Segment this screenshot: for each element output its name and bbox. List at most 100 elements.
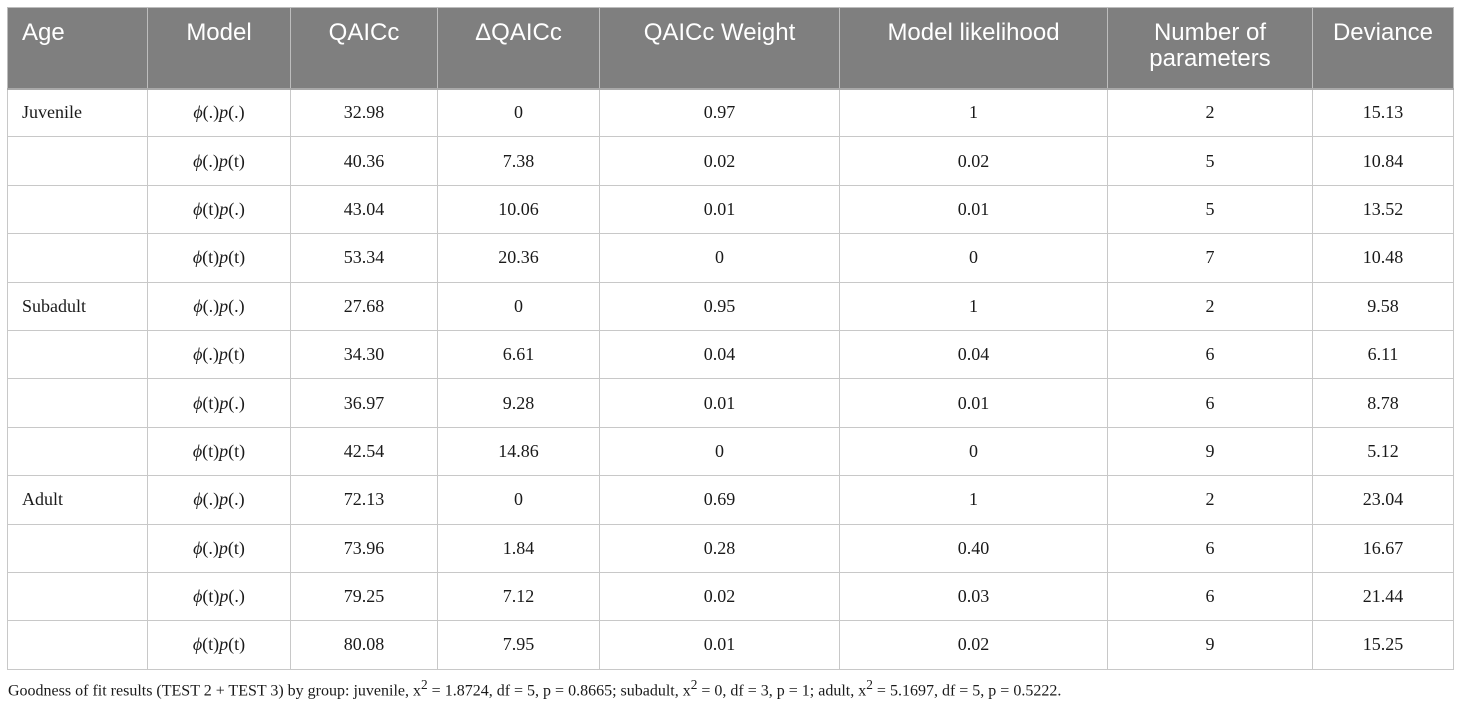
qaicc-weight-cell: 0.01 [599, 378, 840, 428]
phi-symbol: ϕ [193, 344, 203, 365]
results-table-container: Age Model QAICc ΔQAICc QAICc Weight Mode… [7, 7, 1454, 670]
p-symbol: p [218, 344, 228, 365]
p-symbol: p [219, 295, 229, 316]
age-cell: Adult [7, 475, 148, 525]
number-of-parameters-cell: 5 [1107, 136, 1313, 186]
header-number-of-parameters: Number of parameters [1107, 7, 1313, 89]
qaicc-weight-cell: 0.97 [599, 87, 840, 138]
delta-qaicc-cell: 7.38 [437, 136, 600, 186]
qaicc-cell: 79.25 [290, 571, 438, 622]
p-argument: (.) [228, 489, 245, 510]
qaicc-cell: 36.97 [290, 378, 438, 428]
model-cell: ϕ(t)p(t) [147, 426, 291, 477]
model-cell: ϕ(.)p(t) [147, 329, 291, 380]
p-symbol: p [219, 392, 229, 413]
number-of-parameters-cell: 6 [1107, 378, 1313, 428]
qaicc-cell: 40.36 [290, 136, 438, 186]
number-of-parameters-cell: 6 [1107, 571, 1313, 622]
phi-symbol: ϕ [193, 392, 203, 413]
phi-symbol: ϕ [193, 537, 203, 558]
phi-argument: (t) [202, 586, 220, 607]
model-likelihood-cell: 1 [839, 87, 1108, 138]
header-delta-qaicc: ΔQAICc [437, 7, 600, 89]
phi-symbol: ϕ [193, 198, 203, 219]
p-argument: (.) [228, 198, 245, 219]
table-row: Subadult ϕ(.)p(.) 27.68 0 0.95 1 2 9.58 [7, 281, 1454, 331]
delta-qaicc-cell: 9.28 [437, 378, 600, 428]
p-symbol: p [219, 198, 229, 219]
number-of-parameters-cell: 2 [1107, 281, 1313, 331]
deviance-cell: 5.12 [1312, 426, 1454, 477]
model-likelihood-cell: 0.01 [839, 378, 1108, 428]
age-cell [7, 329, 148, 380]
number-of-parameters-cell: 9 [1107, 426, 1313, 477]
footnote-text-2: = 1.8724, df = 5, p = 0.8665; subadult, … [427, 682, 691, 700]
header-qaicc-weight: QAICc Weight [599, 7, 840, 89]
p-symbol: p [219, 586, 229, 607]
qaicc-weight-cell: 0.95 [599, 281, 840, 331]
header-deviance: Deviance [1312, 7, 1454, 89]
delta-qaicc-cell: 0 [437, 281, 600, 331]
p-symbol: p [219, 440, 229, 461]
phi-argument: (t) [202, 392, 220, 413]
model-likelihood-cell: 0.03 [839, 571, 1108, 622]
qaicc-cell: 34.30 [290, 329, 438, 380]
deviance-cell: 8.78 [1312, 378, 1454, 428]
age-cell [7, 426, 148, 477]
qaicc-weight-cell: 0 [599, 233, 840, 283]
age-cell [7, 136, 148, 186]
p-argument: (t) [228, 247, 246, 268]
footnote-text-1: Goodness of fit results (TEST 2 + TEST 3… [8, 682, 421, 700]
delta-qaicc-cell: 20.36 [437, 233, 600, 283]
deviance-cell: 23.04 [1312, 475, 1454, 525]
delta-qaicc-cell: 7.95 [437, 620, 600, 670]
model-cell: ϕ(.)p(.) [147, 281, 291, 331]
p-symbol: p [219, 247, 229, 268]
qaicc-cell: 42.54 [290, 426, 438, 477]
qaicc-cell: 80.08 [290, 620, 438, 670]
table-row: ϕ(t)p(.) 36.97 9.28 0.01 0.01 6 8.78 [7, 378, 1454, 428]
deviance-cell: 6.11 [1312, 329, 1454, 380]
delta-qaicc-cell: 0 [437, 87, 600, 138]
number-of-parameters-cell: 6 [1107, 329, 1313, 380]
qaicc-weight-cell: 0.28 [599, 523, 840, 573]
age-cell [7, 620, 148, 670]
model-likelihood-cell: 0 [839, 426, 1108, 477]
deviance-cell: 15.25 [1312, 620, 1454, 670]
phi-symbol: ϕ [193, 102, 203, 123]
table-body: Juvenile ϕ(.)p(.) 32.98 0 0.97 1 2 15.13 ϕ(.)p(t… [7, 87, 1454, 670]
header-model: Model [147, 7, 291, 89]
qaicc-cell: 32.98 [290, 87, 438, 138]
phi-symbol: ϕ [192, 634, 203, 655]
model-cell: ϕ(.)p(t) [147, 523, 291, 573]
phi-argument: (t) [202, 198, 220, 219]
age-cell [7, 184, 148, 235]
table-row: ϕ(t)p(t) 42.54 14.86 0 0 9 5.12 [7, 426, 1454, 477]
model-likelihood-cell: 0.02 [839, 136, 1108, 186]
deviance-cell: 13.52 [1312, 184, 1454, 235]
deviance-cell: 21.44 [1312, 571, 1454, 622]
qaicc-cell: 73.96 [290, 523, 438, 573]
footnote-text-4: = 5.1697, df = 5, p = 0.5222. [872, 682, 1062, 700]
qaicc-weight-cell: 0 [599, 426, 840, 477]
model-cell: ϕ(.)p(.) [147, 87, 291, 138]
footnote-text-3: = 0, df = 3, p = 1; adult, x [697, 682, 867, 700]
phi-symbol: ϕ [192, 440, 203, 461]
number-of-parameters-cell: 5 [1107, 184, 1313, 235]
model-cell: ϕ(t)p(t) [147, 620, 291, 670]
footnote-superscript-1: 2 [421, 677, 428, 692]
qaicc-cell: 53.34 [290, 233, 438, 283]
deviance-cell: 15.13 [1312, 87, 1454, 138]
number-of-parameters-cell: 9 [1107, 620, 1313, 670]
qaicc-weight-cell: 0.01 [599, 184, 840, 235]
phi-symbol: ϕ [192, 247, 203, 268]
delta-qaicc-cell: 6.61 [437, 329, 600, 380]
p-symbol: p [219, 489, 229, 510]
deviance-cell: 9.58 [1312, 281, 1454, 331]
p-argument: (t) [227, 537, 245, 558]
table-row: Adult ϕ(.)p(.) 72.13 0 0.69 1 2 23.04 [7, 475, 1454, 525]
model-selection-table: Age Model QAICc ΔQAICc QAICc Weight Mode… [7, 7, 1454, 670]
model-cell: ϕ(t)p(.) [147, 571, 291, 622]
age-cell: Juvenile [7, 87, 148, 138]
header-age: Age [7, 7, 148, 89]
